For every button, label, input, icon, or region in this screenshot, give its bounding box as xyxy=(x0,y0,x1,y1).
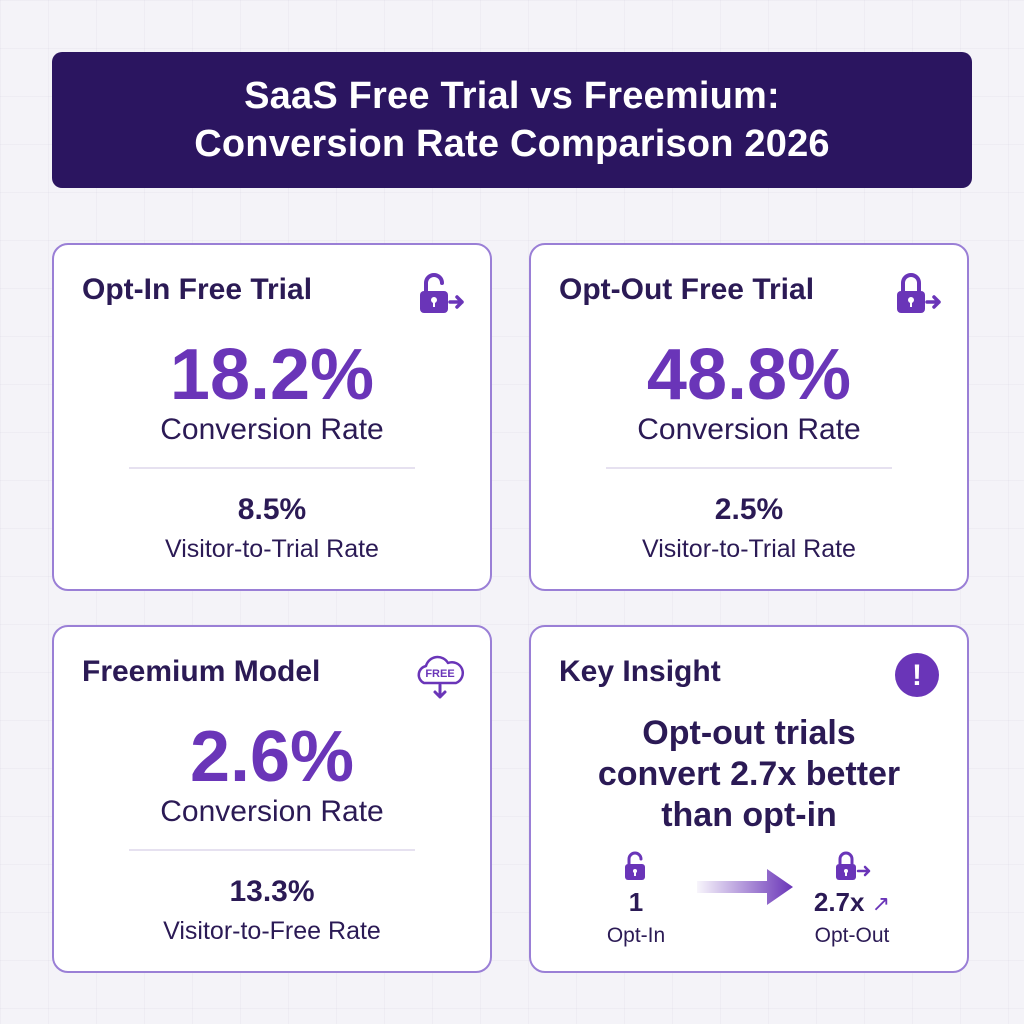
divider xyxy=(606,467,892,469)
free-text: FREE xyxy=(425,668,454,680)
opt-in-label: Opt-In xyxy=(606,924,666,947)
card-key-insight: Key Insight ! Opt-out trials convert 2.7… xyxy=(529,625,969,973)
comparison-opt-out: 2.7x ↗ Opt-Out xyxy=(797,849,907,948)
card-title: Opt-In Free Trial xyxy=(82,273,313,306)
unlock-exit-icon xyxy=(420,273,464,313)
insight-line-3: than opt-in xyxy=(661,796,837,834)
card-opt-out-trial: Opt-Out Free Trial 48.8% Conversion Rate… xyxy=(529,243,969,591)
card-title: Opt-Out Free Trial xyxy=(559,273,815,306)
insight-text: Opt-out trials convert 2.7x better than … xyxy=(531,713,967,836)
opt-out-multiplier: 2.7x xyxy=(813,887,865,917)
card-title: Key Insight xyxy=(559,655,721,688)
exclamation-text: ! xyxy=(912,659,922,692)
sub-value: 2.5% xyxy=(714,493,784,526)
exclamation-icon: ! xyxy=(895,653,939,697)
insight-line-2: convert 2.7x better xyxy=(597,755,901,793)
free-cloud-download-icon: FREE xyxy=(417,655,465,699)
conversion-value: 18.2% xyxy=(169,335,375,415)
conversion-value: 2.6% xyxy=(189,717,355,797)
sub-value: 13.3% xyxy=(229,875,315,908)
title-line-1: SaaS Free Trial vs Freemium: xyxy=(244,75,780,117)
conversion-label: Conversion Rate xyxy=(637,413,861,446)
unlock-icon xyxy=(625,851,645,880)
lock-exit-icon xyxy=(897,273,941,313)
card-opt-in-trial: Opt-In Free Trial 18.2% Conversion Rate … xyxy=(52,243,492,591)
opt-out-label: Opt-Out xyxy=(814,924,890,947)
sub-label: Visitor-to-Trial Rate xyxy=(642,535,856,563)
comparison-opt-in: 1 Opt-In xyxy=(591,849,681,948)
comparison-arrow-icon xyxy=(697,869,793,905)
card-freemium: Freemium Model FREE 2.6% Conversion Rate… xyxy=(52,625,492,973)
divider xyxy=(129,849,415,851)
title-banner: SaaS Free Trial vs Freemium: Conversion … xyxy=(52,52,972,188)
insight-line-1: Opt-out trials xyxy=(642,714,856,752)
card-title: Freemium Model xyxy=(82,655,321,688)
opt-in-value: 1 xyxy=(628,887,644,917)
sub-label: Visitor-to-Trial Rate xyxy=(165,535,379,563)
sub-value: 8.5% xyxy=(237,493,307,526)
conversion-value: 48.8% xyxy=(646,335,852,415)
trend-up-icon: ↗ xyxy=(871,891,891,916)
title-line-2: Conversion Rate Comparison 2026 xyxy=(194,123,830,165)
sub-label: Visitor-to-Free Rate xyxy=(163,917,381,945)
conversion-label: Conversion Rate xyxy=(160,413,384,446)
conversion-label: Conversion Rate xyxy=(160,795,384,828)
opt-out-value: 2.7x ↗ xyxy=(797,887,907,918)
divider xyxy=(129,467,415,469)
lock-exit-icon xyxy=(836,851,871,880)
